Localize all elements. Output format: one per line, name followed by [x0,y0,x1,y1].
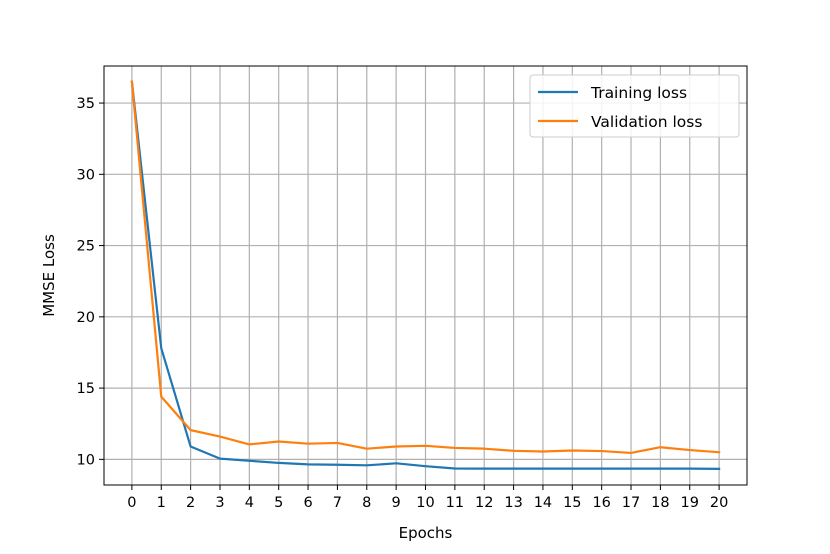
y-tick-label: 30 [77,167,95,183]
y-tick-label: 35 [77,96,95,112]
x-tick-label: 10 [416,495,434,511]
y-tick-label: 25 [77,239,95,255]
series-layer [130,80,721,471]
x-tick-label: 9 [392,495,401,511]
x-tick-label: 3 [215,495,224,511]
x-tick-label: 5 [274,495,283,511]
y-tick-label: 20 [77,310,95,326]
x-tick-label: 13 [504,495,522,511]
x-axis-label: Epochs [399,524,453,542]
series-line-validation-loss [130,80,721,455]
x-tick-label: 20 [710,495,728,511]
ticks: 0 1 2 3 4 5 6 7 8 9 10 11 12 13 14 15 16 17 18 19 2010152025… [77,96,729,511]
grid [104,66,747,485]
y-tick-label: 15 [77,381,95,397]
legend-entry-label: Validation loss [591,113,702,131]
y-tick-label: 10 [77,452,95,468]
x-tick-label: 19 [681,495,699,511]
legend-box [529,74,740,138]
x-tick-label: 18 [651,495,669,511]
legend-entry-label: Training loss [590,84,687,102]
series-line-training-loss [130,80,721,471]
x-tick-label: 16 [592,495,610,511]
x-tick-label: 1 [157,495,166,511]
x-tick-label: 8 [362,495,371,511]
x-tick-label: 2 [186,495,195,511]
legend: Training loss Validation loss [529,74,740,138]
x-tick-label: 0 [127,495,136,511]
x-tick-label: 11 [446,495,464,511]
x-tick-label: 4 [245,495,254,511]
y-axis-label: MMSE Loss [40,234,58,317]
x-tick-label: 7 [333,495,342,511]
x-tick-label: 15 [563,495,581,511]
x-tick-label: 14 [534,495,552,511]
x-tick-label: 12 [475,495,493,511]
x-tick-label: 6 [303,495,312,511]
x-tick-label: 17 [622,495,640,511]
